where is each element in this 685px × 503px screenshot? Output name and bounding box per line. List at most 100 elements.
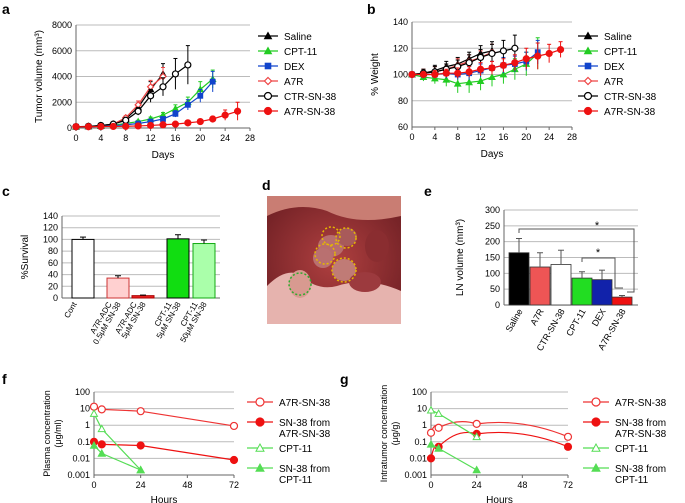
y-tick-label: 0.01 xyxy=(409,453,427,463)
y-tick-label: 4000 xyxy=(52,72,72,82)
x-tick-label: 0 xyxy=(91,480,96,490)
data-point xyxy=(499,70,508,78)
y-axis-label: (μg/ml) xyxy=(53,419,63,447)
legend-marker xyxy=(591,397,601,407)
data-point xyxy=(146,92,155,100)
series-line xyxy=(430,421,569,438)
data-point xyxy=(465,68,473,76)
data-point xyxy=(136,441,145,450)
legend-marker xyxy=(263,106,273,116)
y-tick-label: 0.001 xyxy=(67,470,90,480)
legend-label: SN-38 from xyxy=(615,418,666,429)
data-point xyxy=(159,83,167,91)
data-point xyxy=(426,454,436,463)
legend-marker xyxy=(583,91,593,101)
data-point xyxy=(499,47,508,55)
bar xyxy=(508,252,530,306)
x-tick-label: 24 xyxy=(472,480,482,490)
data-point xyxy=(426,439,436,448)
legend-label-ctr-sn-38: CTR-SN-38 xyxy=(284,92,337,103)
legend-label-a7r-sn-38: A7R-SN-38 xyxy=(284,107,336,118)
data-point xyxy=(229,455,239,465)
data-point xyxy=(134,107,142,115)
data-point xyxy=(184,119,192,127)
x-tick-label: 8 xyxy=(123,133,128,143)
data-point xyxy=(453,79,462,87)
panel-label-g: g xyxy=(340,371,349,387)
y-tick-label: 100 xyxy=(393,70,408,80)
data-point xyxy=(97,440,106,449)
data-point xyxy=(97,122,105,131)
chart-a: 0 2000 4000 6000 8000 0 4 8 12 16 20 24 28 Days Tumor … xyxy=(34,20,255,161)
y-axis-label: (μg/g) xyxy=(390,422,400,446)
y-tick-label: 20 xyxy=(48,281,58,291)
y-axis-label: % Weight xyxy=(370,53,381,96)
legend-label-a7r: A7R xyxy=(284,77,303,88)
data-point xyxy=(556,45,565,54)
bar xyxy=(529,266,551,306)
legend-label-dex: DEX xyxy=(284,62,305,73)
data-point xyxy=(434,409,443,417)
data-point xyxy=(197,92,204,99)
legend-marker xyxy=(255,397,265,407)
data-point xyxy=(442,69,450,77)
x-tick-label: 16 xyxy=(498,132,508,142)
y-axis-label: LN volume (mm³) xyxy=(455,219,466,296)
y-tick-label: 40 xyxy=(48,270,58,280)
data-point xyxy=(89,440,99,449)
legend-label: A7R-SN-38 xyxy=(615,429,667,440)
x-tick-label: 8 xyxy=(455,132,460,142)
x-tick-label: DEX xyxy=(590,307,608,328)
data-point xyxy=(534,52,542,60)
data-point xyxy=(511,44,519,52)
x-tick-label: 48 xyxy=(517,480,527,490)
data-point xyxy=(229,421,239,431)
legend-marker xyxy=(263,31,273,40)
y-tick-label: 0.1 xyxy=(77,437,90,447)
data-point xyxy=(434,443,443,452)
legend-marker xyxy=(583,31,593,40)
y-tick-label: 60 xyxy=(48,258,58,268)
y-axis-label: Intratumor concentration xyxy=(379,385,389,483)
x-tick-label: 4 xyxy=(98,133,103,143)
bar xyxy=(571,277,593,306)
data-point xyxy=(563,432,573,441)
data-point xyxy=(159,121,167,129)
legend-label: CPT-11 xyxy=(279,444,313,455)
tumor-circles xyxy=(288,226,357,296)
legend-ab: Saline CPT-11 DEX A7R CTR-SN-38 A7R-SN-38 Sali… xyxy=(258,31,657,118)
data-point xyxy=(184,101,191,108)
x-tick-label: 4 xyxy=(432,132,437,142)
data-point xyxy=(171,70,180,78)
x-tick-label: 12 xyxy=(476,132,486,142)
bar xyxy=(71,238,95,299)
data-point xyxy=(488,49,496,58)
bar xyxy=(591,279,613,306)
x-tick-label: 20 xyxy=(521,132,531,142)
data-point xyxy=(472,465,482,474)
y-tick-label: 60 xyxy=(398,122,408,132)
bar xyxy=(550,264,572,306)
bar xyxy=(131,295,155,299)
chart-f: 0.001 0.01 0.1 1 10 100 0 24 48 72 Hours Plasma con… xyxy=(42,387,239,503)
bar xyxy=(192,243,216,299)
data-point xyxy=(488,73,496,81)
data-point xyxy=(209,115,217,123)
data-point xyxy=(89,409,99,417)
data-point xyxy=(122,122,130,130)
data-point xyxy=(499,61,508,69)
series-line-ctr-sn-38 xyxy=(411,47,515,76)
data-point xyxy=(563,442,573,451)
y-tick-label: 120 xyxy=(43,223,58,233)
x-tick-label: Cont xyxy=(62,300,79,320)
legend-marker xyxy=(591,442,601,452)
data-point xyxy=(97,448,107,457)
panel-label-b: b xyxy=(367,1,376,17)
legend-marker xyxy=(255,442,265,452)
data-point xyxy=(160,116,166,122)
data-point xyxy=(184,61,192,69)
y-axis-label: %Survival xyxy=(20,235,31,279)
